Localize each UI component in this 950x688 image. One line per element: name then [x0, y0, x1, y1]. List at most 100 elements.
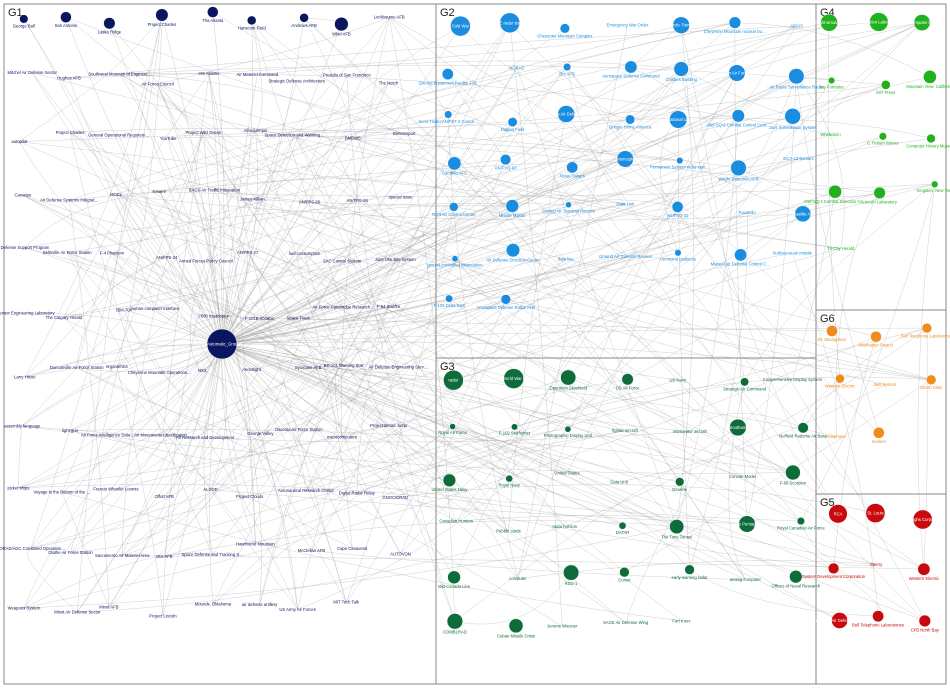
graph-node[interactable]: McClellan AFB	[298, 548, 326, 553]
node-circle[interactable]	[671, 201, 684, 213]
graph-node[interactable]: Albuquerque	[244, 128, 268, 133]
graph-node[interactable]: Hawthorne Mountain	[236, 541, 275, 546]
graph-node[interactable]: Project Lincoln	[149, 613, 177, 618]
node-circle[interactable]	[557, 105, 575, 123]
graph-node[interactable]: Minot AFB	[99, 605, 119, 610]
node-circle[interactable]	[675, 477, 685, 487]
node-circle[interactable]	[870, 330, 882, 343]
graph-node[interactable]: Project Charles	[56, 130, 85, 135]
graph-node[interactable]: GNOC/CRAD	[383, 495, 409, 500]
node-circle[interactable]	[738, 515, 756, 533]
graph-node[interactable]: Joint Surveillance System	[769, 108, 817, 130]
graph-node[interactable]: The Calgary Herald	[46, 315, 83, 320]
graph-node[interactable]: Armed Forces Policy Council	[179, 258, 233, 263]
graph-node[interactable]: Ground Air Transmit Receive	[542, 201, 596, 214]
graph-node[interactable]: Arctic Tower	[670, 16, 693, 34]
graph-node[interactable]: AN/FPS-26	[347, 198, 369, 203]
graph-node[interactable]: Radiation Laboratory	[859, 12, 899, 32]
graph-node[interactable]: Dr. Strangelove	[818, 325, 848, 342]
graph-node[interactable]: Otis AFB	[156, 554, 173, 559]
graph-node[interactable]: Air Defense Direction Center	[486, 243, 540, 263]
graph-node[interactable]: F-101B Voodoo	[245, 316, 275, 321]
graph-node[interactable]: Project Charles	[148, 8, 177, 27]
node-circle[interactable]	[872, 610, 885, 623]
graph-node[interactable]: data line	[558, 257, 575, 262]
graph-node[interactable]: AN/FPS-20	[299, 199, 321, 204]
graph-node[interactable]: Tri-City Herald	[827, 246, 855, 251]
graph-node[interactable]: Air Route Surveillance Radar	[769, 68, 824, 90]
graph-node[interactable]: AEGIS	[790, 24, 803, 29]
graph-node[interactable]: Nuffield Radome Air Base	[779, 422, 828, 439]
graph-node[interactable]: Wright-Patterson AFB	[718, 159, 759, 181]
graph-node[interactable]: Semi-Automatic_Ground_...	[196, 328, 248, 360]
graph-node[interactable]: Manhattan Project	[859, 330, 894, 348]
graph-node[interactable]: Southam	[729, 418, 747, 437]
graph-node[interactable]: Digital Radar Relay	[339, 491, 376, 496]
graph-node[interactable]: Royal Air Force	[438, 423, 468, 436]
node-circle[interactable]	[560, 369, 577, 386]
node-circle[interactable]	[621, 373, 634, 386]
graph-node[interactable]: ALCOP	[203, 487, 217, 492]
node-circle[interactable]	[872, 426, 885, 439]
graph-node[interactable]: COMBLRAD	[443, 613, 467, 635]
graph-node[interactable]: George Valley	[247, 431, 274, 436]
graph-node[interactable]: modem	[872, 426, 886, 444]
node-circle[interactable]	[789, 570, 803, 584]
node-circle[interactable]	[730, 159, 747, 177]
graph-node[interactable]: Emergency War Order	[607, 23, 649, 28]
graph-node[interactable]: Air Defense Engineering Serv…	[369, 364, 428, 369]
node-circle[interactable]	[442, 473, 457, 487]
graph-node[interactable]: Space Defense and Tracking S…	[181, 552, 243, 557]
graph-node[interactable]: Ground Equipment Facility J-01	[418, 68, 478, 85]
node-circle[interactable]	[443, 369, 464, 391]
graph-node[interactable]: Computer History Museum	[906, 133, 950, 148]
graph-node[interactable]: Larry Hixon	[14, 375, 36, 380]
node-circle[interactable]	[559, 23, 570, 34]
node-circle[interactable]	[828, 504, 848, 524]
node-circle[interactable]	[566, 161, 579, 174]
node-circle[interactable]	[865, 503, 886, 523]
graph-node[interactable]: fuel consumption	[289, 251, 321, 256]
graph-node[interactable]: Pocatello	[738, 210, 756, 215]
graph-node[interactable]: Semi-Trailer AN/FST-2 Coordi…	[418, 110, 478, 124]
graph-node[interactable]: George Ball	[13, 14, 35, 29]
graph-node[interactable]: MIT Tech Talk	[333, 600, 360, 605]
graph-node[interactable]: Manual Air Defense Control C…	[711, 248, 771, 267]
node-circle[interactable]	[797, 422, 809, 434]
graph-node[interactable]: Bell Telephone Laboratories	[852, 610, 904, 628]
graph-node[interactable]: Air Force Intelligence Data …	[81, 433, 136, 438]
graph-node[interactable]: Pebble cards	[496, 529, 520, 534]
node-circle[interactable]	[731, 109, 745, 123]
graph-node[interactable]: Joint Use Site System	[375, 257, 416, 262]
graph-node[interactable]: C. Robert Wieser	[867, 132, 900, 146]
graph-node[interactable]: Data-Link	[616, 201, 635, 206]
node-circle[interactable]	[796, 517, 805, 526]
graph-node[interactable]: radar	[443, 369, 464, 391]
node-circle[interactable]	[246, 15, 257, 26]
graph-node[interactable]: Air Defense Systems Integrat…	[40, 198, 99, 203]
node-circle[interactable]	[912, 509, 933, 530]
graph-node[interactable]: Comet	[618, 567, 631, 583]
graph-node[interactable]: radar horizon	[552, 524, 577, 529]
node-circle[interactable]	[447, 570, 461, 585]
node-circle[interactable]	[828, 184, 842, 199]
node-circle[interactable]	[503, 368, 524, 389]
node-circle[interactable]	[669, 519, 685, 535]
graph-node[interactable]: Cheyenne Mountain nuclear bu…	[704, 16, 766, 34]
graph-node[interactable]: Cuban Missile Crisis	[497, 618, 535, 639]
node-circle[interactable]	[508, 618, 524, 634]
node-circle[interactable]	[831, 612, 848, 629]
graph-node[interactable]: Texas Towers	[560, 161, 585, 179]
graph-node[interactable]: The Notch	[379, 81, 399, 86]
graph-node[interactable]: CFB North Bay	[911, 614, 940, 632]
node-circle[interactable]	[880, 80, 891, 90]
graph-node[interactable]: Dalgan Field	[501, 117, 525, 132]
graph-node[interactable]: Flight simulator	[815, 13, 844, 32]
graph-node[interactable]: Air Force Cambridge Research…	[313, 305, 375, 310]
node-circle[interactable]	[827, 562, 840, 575]
graph-node[interactable]: Space Track	[286, 316, 310, 321]
graph-node[interactable]: AN/FSQ-8 Combat Control Cent…	[706, 109, 770, 128]
node-circle[interactable]	[926, 374, 937, 385]
graph-node[interactable]: Missile Master	[499, 199, 526, 219]
graph-node[interactable]: Olathe Air Force Station	[48, 550, 93, 555]
